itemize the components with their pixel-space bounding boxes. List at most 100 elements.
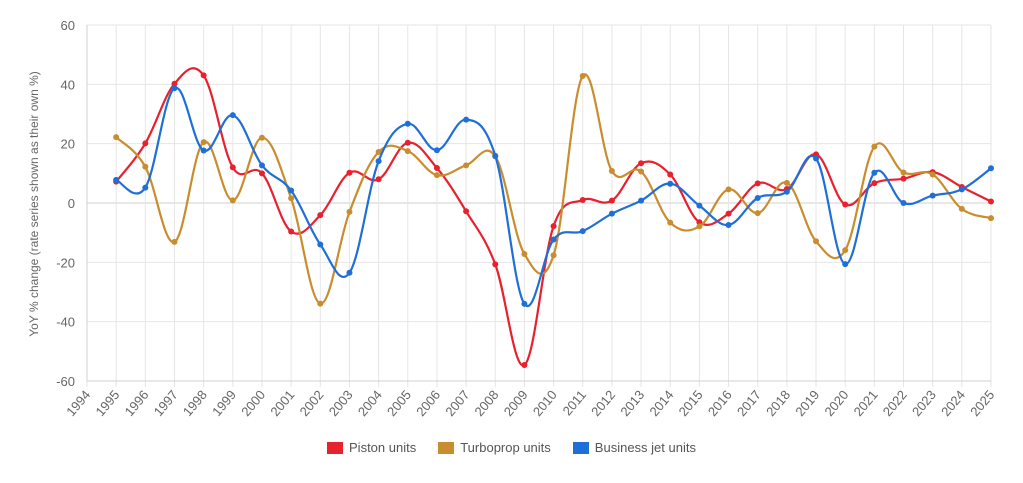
y-tick-label: -40 — [56, 315, 75, 330]
data-point — [200, 139, 207, 146]
data-point — [113, 176, 120, 183]
data-point — [754, 180, 761, 187]
data-point — [346, 208, 353, 215]
data-point — [608, 210, 615, 217]
data-point — [317, 212, 324, 219]
data-point — [550, 223, 557, 230]
legend-label: Turboprop units — [460, 440, 551, 455]
data-point — [579, 73, 586, 80]
data-point — [463, 116, 470, 123]
data-point — [346, 269, 353, 276]
data-point — [579, 228, 586, 235]
legend-swatch — [438, 441, 455, 454]
data-point — [667, 180, 674, 187]
x-tick-label: 2014 — [646, 387, 676, 419]
data-point — [958, 186, 965, 193]
data-point — [288, 228, 295, 235]
x-tick-label: 1998 — [180, 387, 210, 419]
x-tick-label: 2010 — [530, 387, 560, 419]
data-point — [754, 210, 761, 217]
legend-swatch — [572, 441, 589, 454]
data-point — [871, 180, 878, 187]
data-point — [404, 148, 411, 155]
data-point — [200, 72, 207, 79]
data-point — [288, 195, 295, 202]
x-tick-label: 1999 — [209, 387, 239, 419]
data-point — [842, 261, 849, 268]
data-point — [813, 238, 820, 245]
data-point — [258, 162, 265, 169]
data-point — [900, 200, 907, 206]
legend: Piston units Turboprop units Business jet … — [0, 440, 1023, 455]
legend-item[interactable]: Piston units — [327, 440, 416, 455]
data-point — [638, 168, 645, 175]
legend-item[interactable]: Turboprop units — [438, 440, 551, 455]
series-line-turboprop-units — [115, 73, 992, 305]
data-point — [550, 236, 557, 243]
x-tick-label: 2002 — [297, 387, 327, 419]
data-point — [258, 170, 265, 177]
x-tick-label: 2011 — [560, 387, 589, 418]
legend-label: Business jet units — [594, 440, 696, 455]
data-point — [492, 261, 499, 268]
data-point — [463, 208, 470, 215]
data-point — [229, 164, 236, 171]
data-point — [900, 169, 907, 176]
data-point — [608, 197, 615, 204]
data-point — [696, 219, 703, 226]
x-tick-label: 2005 — [384, 387, 414, 419]
series-lines — [113, 67, 994, 368]
x-tick-label: 2013 — [617, 387, 647, 419]
data-point — [229, 112, 236, 119]
data-point — [463, 162, 470, 169]
x-tick-label: 2000 — [238, 387, 268, 419]
data-point — [988, 215, 994, 222]
legend-swatch — [327, 441, 344, 454]
data-point — [113, 134, 120, 141]
data-point — [404, 139, 411, 146]
data-point — [171, 238, 178, 245]
data-point — [200, 147, 207, 154]
legend-item[interactable]: Business jet units — [572, 440, 696, 455]
data-point — [929, 192, 936, 199]
y-tick-label: -60 — [56, 374, 75, 389]
data-point — [696, 202, 703, 209]
x-tick-label: 2008 — [471, 387, 501, 419]
x-tick-label: 2001 — [267, 387, 297, 419]
data-point — [142, 140, 149, 147]
x-tick-label: 2012 — [588, 387, 618, 419]
data-point — [375, 158, 382, 165]
data-point — [288, 187, 295, 194]
data-point — [871, 143, 878, 150]
x-tick-label: 2021 — [851, 387, 881, 419]
data-point — [433, 147, 440, 154]
data-point — [667, 219, 674, 226]
x-tick-label: 2024 — [938, 387, 968, 419]
data-point — [404, 120, 411, 127]
data-point — [988, 198, 994, 205]
x-tick-label: 2020 — [821, 387, 851, 419]
data-point — [929, 171, 936, 178]
x-tick-label: 2003 — [326, 387, 356, 419]
data-point — [229, 197, 236, 204]
x-tick-label: 2023 — [909, 387, 939, 419]
x-tick-label: 2004 — [355, 387, 385, 419]
data-point — [696, 223, 703, 230]
x-tick-label: 2015 — [676, 387, 706, 419]
y-tick-label: 0 — [68, 196, 75, 211]
data-point — [958, 205, 965, 212]
data-point — [550, 252, 557, 259]
y-axis-title: YoY % change (rate series shown as their… — [27, 71, 41, 336]
x-tick-label: 2009 — [501, 387, 531, 419]
data-point — [492, 152, 499, 159]
data-point — [171, 80, 178, 87]
y-tick-label: 40 — [61, 77, 75, 92]
series-business-jet-units — [113, 85, 994, 308]
data-point — [375, 176, 382, 183]
data-point — [842, 201, 849, 208]
data-point — [521, 361, 528, 368]
x-tick-label: 2016 — [705, 387, 735, 419]
x-tick-label: 1995 — [92, 387, 122, 419]
data-point — [638, 160, 645, 167]
